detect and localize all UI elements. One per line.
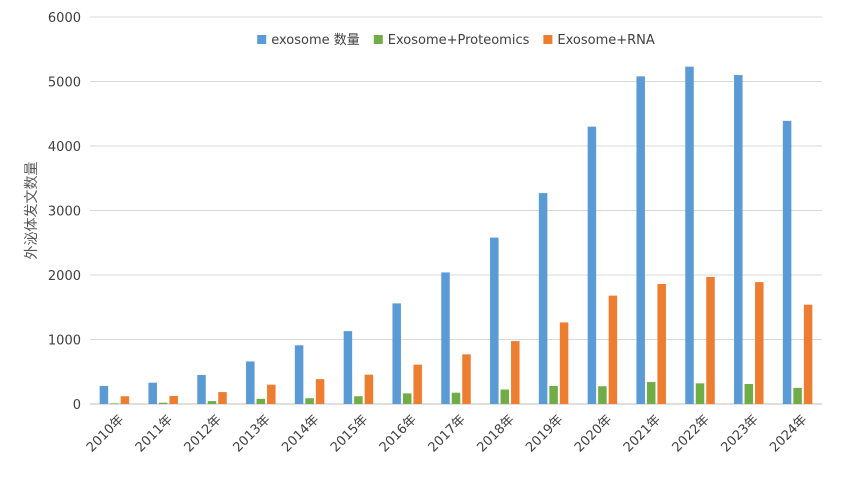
bar-proteomics [256,398,266,404]
y-axis-label: 外泌体发文数量 [24,162,40,260]
bar-rna [608,295,618,404]
legend-swatch [373,35,383,44]
bar-rna [462,354,471,404]
x-tick-label: 2012年 [182,412,225,455]
legend-label: exosome 数量 [271,33,360,48]
y-tick-label: 1000 [48,334,81,349]
legend-item: Exosome+RNA [543,33,655,48]
x-tick-label: 2014年 [279,412,322,455]
x-tick-label: 2021年 [621,412,664,455]
bar-proteomics [695,383,705,404]
gridlines [90,16,822,405]
bar-proteomics [500,389,510,404]
bar-rna [706,276,715,404]
legend-item: exosome 数量 [257,33,360,48]
bar-proteomics [598,386,607,404]
bar-proteomics [110,403,119,404]
x-axis-ticks: 2010年 2011年 2012年 2013年 2014年 2015年 2016年 2017年… [84,412,810,455]
x-tick-label: 2011年 [133,412,176,455]
bar-rna [364,374,374,404]
bar-exosome [294,345,304,404]
y-tick-label: 0 [73,398,81,413]
x-tick-label: 2017年 [426,412,469,455]
bar-proteomics [305,398,314,404]
bar-rna [559,322,569,404]
y-tick-label: 2000 [48,269,81,284]
y-tick-label: 5000 [48,76,81,91]
bar-exosome [734,75,743,405]
bar-rna [755,282,764,404]
bar-exosome [490,237,499,404]
bar-rna [803,304,813,404]
legend: exosome 数量 Exosome+Proteomics Exosome+RNA [257,33,655,48]
bar-rna [218,392,227,404]
bar-exosome [685,66,694,404]
bar-exosome [343,331,353,404]
bar-exosome [197,374,206,404]
x-tick-label: 2023年 [718,412,761,455]
bar-proteomics [793,387,802,404]
legend-label: Exosome+RNA [557,33,654,48]
bar-rna [657,284,666,404]
bar-proteomics [158,402,168,404]
bar-exosome [148,382,157,404]
bar-proteomics [354,396,363,404]
x-tick-label: 2013年 [230,412,273,455]
y-tick-label: 6000 [48,11,81,26]
legend-swatch [543,35,553,44]
bar-rna [267,384,276,404]
bar-rna [120,396,130,404]
bar-exosome [587,126,597,405]
legend-label: Exosome+Proteomics [388,33,530,48]
legend-item: Exosome+Proteomics [373,33,530,48]
x-tick-label: 2019年 [523,412,566,455]
x-tick-label: 2024年 [767,412,810,455]
x-tick-label: 2015年 [328,412,371,455]
x-tick-label: 2010年 [84,412,127,455]
bar-proteomics [549,385,558,404]
bar-rna [169,395,178,404]
bar-exosome [392,303,401,404]
y-tick-label: 4000 [48,140,81,155]
x-tick-label: 2016年 [377,412,420,455]
x-tick-label: 2018年 [474,412,517,455]
bar-proteomics [744,384,754,404]
legend-swatch [257,35,267,44]
x-tick-label: 2020年 [572,412,615,455]
bar-rna [511,341,520,404]
bars [99,66,813,405]
bar-exosome [441,272,450,404]
y-axis-ticks: 0 1000 2000 3000 4000 5000 6000 [48,11,81,413]
bar-rna [413,364,422,404]
y-tick-label: 3000 [48,205,81,220]
bar-exosome [782,120,792,404]
bar-rna [315,379,325,404]
bar-proteomics [646,382,656,404]
bar-exosome [538,193,548,404]
bar-exosome [246,361,255,404]
bar-proteomics [207,401,217,404]
bar-exosome [636,76,645,404]
bar-proteomics [402,393,412,404]
bar-proteomics [451,392,461,404]
x-tick-label: 2022年 [670,412,713,455]
bar-exosome [99,385,109,404]
